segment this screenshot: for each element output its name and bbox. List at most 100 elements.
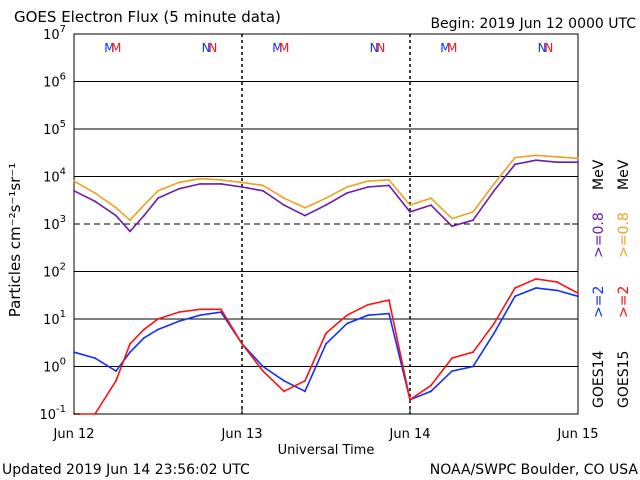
data-point	[199, 182, 201, 185]
data-point	[220, 311, 222, 313]
series-line-goes15-2	[74, 278, 579, 415]
data-point	[283, 390, 285, 393]
data-point	[325, 332, 327, 335]
data-point	[514, 295, 516, 298]
data-point	[143, 214, 145, 217]
data-point	[556, 155, 558, 158]
marker-m: M	[111, 41, 121, 55]
data-point	[430, 204, 432, 206]
marker-m: M	[447, 41, 457, 55]
legend-goes15-2: >=2	[616, 286, 632, 318]
x-tick-labels: Jun 12 Jun 13 Jun 14 Jun 15	[53, 408, 599, 442]
marker-n: N	[208, 41, 217, 55]
marker-n: N	[376, 41, 385, 55]
series-layer	[73, 154, 579, 415]
data-point	[430, 390, 432, 393]
marker-m: M	[104, 41, 114, 55]
data-point	[143, 204, 145, 206]
data-point	[157, 328, 159, 331]
data-point	[535, 154, 537, 157]
data-point	[129, 342, 131, 345]
data-point	[388, 178, 390, 181]
x-tick-label: Jun 12	[53, 427, 95, 442]
data-point	[325, 197, 327, 200]
data-point	[535, 159, 537, 162]
data-point	[129, 219, 131, 222]
chart-title: GOES Electron Flux (5 minute data)	[14, 8, 281, 26]
data-point	[346, 186, 348, 188]
y-tick-labels: 107 106 105 104 103 102 101 100 10-1	[39, 24, 578, 423]
data-point	[493, 189, 495, 192]
data-point	[94, 192, 96, 194]
x-tick-label: Jun 14	[389, 427, 431, 442]
y-tick-label: 102	[43, 262, 66, 281]
data-point	[283, 197, 285, 200]
data-point	[94, 357, 96, 360]
data-point	[409, 210, 411, 213]
marker-m: M	[272, 41, 282, 55]
x-tick-label: Jun 13	[221, 427, 263, 442]
data-point	[514, 156, 516, 159]
data-point	[304, 214, 306, 217]
legend-goes14-08: >=0.8	[591, 212, 607, 258]
legend-upper: >=0.8 MeV >=0.8 MeV	[591, 159, 632, 258]
data-point	[535, 277, 537, 280]
data-point	[388, 184, 390, 187]
credit-text: NOAA/SWPC Boulder, CO USA	[430, 462, 639, 478]
data-point	[73, 351, 75, 354]
data-point	[472, 351, 474, 354]
data-point	[178, 187, 180, 190]
data-point	[535, 287, 537, 289]
data-point	[199, 177, 201, 180]
marker-m: M	[279, 41, 289, 55]
data-point	[220, 178, 222, 181]
data-point	[451, 225, 453, 228]
data-point	[262, 184, 264, 187]
data-point	[367, 303, 369, 306]
data-point	[577, 292, 579, 295]
data-point	[493, 182, 495, 185]
data-point	[304, 206, 306, 209]
data-point	[143, 337, 145, 339]
data-point	[178, 320, 180, 323]
data-point	[577, 295, 579, 298]
y-tick-label: 100	[43, 357, 66, 376]
data-point	[451, 217, 453, 220]
data-point	[73, 189, 75, 192]
y-tick-label: 101	[43, 309, 66, 328]
updated-timestamp: Updated 2019 Jun 14 23:56:02 UTC	[2, 462, 250, 478]
y-tick-label: 10-1	[39, 404, 66, 423]
data-point	[556, 281, 558, 283]
data-point	[262, 189, 264, 192]
data-point	[409, 204, 411, 206]
data-point	[157, 197, 159, 200]
data-point	[220, 182, 222, 185]
data-point	[346, 314, 348, 317]
data-point	[430, 384, 432, 387]
data-point	[199, 314, 201, 317]
data-point	[157, 189, 159, 192]
legend-lower: >=2 >=2 GOES14 GOES15	[591, 286, 632, 408]
data-point	[493, 332, 495, 335]
y-tick-label: 104	[43, 167, 66, 186]
data-point	[241, 181, 243, 184]
marker-n: N	[538, 41, 547, 55]
data-point	[472, 365, 474, 368]
data-point	[178, 181, 180, 184]
legend-mev-a: MeV	[591, 159, 607, 190]
data-point	[241, 186, 243, 188]
x-tick-label: Jun 15	[557, 427, 599, 442]
y-axis-label: Particles cm⁻²s⁻¹sr⁻¹	[6, 163, 24, 317]
data-point	[115, 379, 117, 382]
data-point	[472, 210, 474, 213]
data-point	[129, 351, 131, 354]
data-point	[241, 342, 243, 345]
legend-mev-b: MeV	[616, 159, 632, 190]
marker-n: N	[370, 41, 379, 55]
data-point	[115, 214, 117, 217]
y-tick-label: 105	[43, 119, 66, 138]
data-point	[430, 197, 432, 200]
data-point	[514, 287, 516, 289]
data-point	[94, 413, 96, 415]
data-point	[556, 161, 558, 164]
